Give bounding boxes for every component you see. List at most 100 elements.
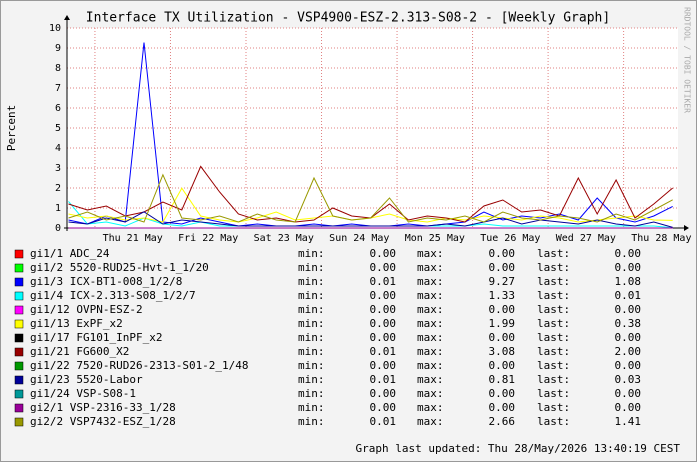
legend-swatch xyxy=(14,319,24,329)
stat-label: min: xyxy=(298,387,325,400)
stat-label: min: xyxy=(298,261,325,274)
footer: Graph last updated: Thu 28/May/2026 13:4… xyxy=(355,442,680,455)
legend-label: gi1/17 FG101_InPF_x2 xyxy=(30,331,162,344)
stat-value: 1.08 xyxy=(615,275,642,288)
stat-label: max: xyxy=(417,401,444,414)
stat-value: 0.00 xyxy=(370,289,397,302)
legend-swatch xyxy=(14,361,24,371)
stat-value: 0.00 xyxy=(615,359,642,372)
axis-arrow xyxy=(64,15,70,20)
chart-title: Interface TX Utilization - VSP4900-ESZ-2… xyxy=(86,11,610,26)
y-tick-label: 8 xyxy=(55,63,61,74)
stat-label: last: xyxy=(537,401,570,414)
legend-label: gi1/22 7520-RUD26-2313-S01-2_1/48 xyxy=(30,359,249,372)
legend-label: gi1/12 OVPN-ESZ-2 xyxy=(30,303,143,316)
legend-swatch xyxy=(14,305,24,315)
legend-label: gi1/23 5520-Labor xyxy=(30,373,143,386)
y-tick-label: 4 xyxy=(55,143,61,154)
stat-label: min: xyxy=(298,331,325,344)
stat-label: max: xyxy=(417,275,444,288)
stat-label: min: xyxy=(298,415,325,428)
legend-swatch xyxy=(14,347,24,357)
x-tick-label: Tue 26 May xyxy=(480,233,540,244)
stat-label: last: xyxy=(537,373,570,386)
stat-label: last: xyxy=(537,261,570,274)
stat-label: last: xyxy=(537,387,570,400)
stat-label: max: xyxy=(417,303,444,316)
plot-area xyxy=(67,28,678,228)
stat-label: max: xyxy=(417,331,444,344)
stat-value: 1.99 xyxy=(489,317,516,330)
x-tick-label: Mon 25 May xyxy=(405,233,465,244)
x-tick-label: Sun 24 May xyxy=(329,233,389,244)
stat-label: last: xyxy=(537,303,570,316)
stat-value: 0.01 xyxy=(370,373,397,386)
stat-label: max: xyxy=(417,289,444,302)
stat-value: 0.00 xyxy=(370,317,397,330)
y-tick-label: 7 xyxy=(55,83,61,94)
stat-value: 0.00 xyxy=(370,387,397,400)
stat-value: 0.00 xyxy=(489,303,516,316)
stat-value: 0.00 xyxy=(615,247,642,260)
stat-value: 0.00 xyxy=(370,247,397,260)
legend-label: gi2/2 VSP7432-ESZ_1/28 xyxy=(30,415,176,428)
stat-label: last: xyxy=(537,275,570,288)
legend-label: gi1/21 FG600_X2 xyxy=(30,345,129,358)
y-tick-label: 3 xyxy=(55,163,61,174)
y-tick-label: 0 xyxy=(55,223,61,234)
stat-value: 0.00 xyxy=(489,359,516,372)
stat-value: 0.00 xyxy=(370,401,397,414)
stat-value: 0.00 xyxy=(370,359,397,372)
stat-label: min: xyxy=(298,275,325,288)
stat-value: 0.01 xyxy=(370,415,397,428)
stat-label: last: xyxy=(537,331,570,344)
stat-label: min: xyxy=(298,303,325,316)
stat-label: last: xyxy=(537,415,570,428)
legend-label: gi1/24 VSP-S08-1 xyxy=(30,387,136,400)
x-tick-label: Wed 27 May xyxy=(556,233,616,244)
legend-swatch xyxy=(14,333,24,343)
stat-label: min: xyxy=(298,373,325,386)
stat-value: 0.01 xyxy=(370,275,397,288)
y-axis-label: Percent xyxy=(5,105,18,151)
stat-value: 0.00 xyxy=(370,331,397,344)
y-tick-label: 1 xyxy=(55,203,61,214)
y-tick-label: 6 xyxy=(55,103,61,114)
stat-label: min: xyxy=(298,247,325,260)
stat-value: 0.00 xyxy=(489,387,516,400)
stat-value: 2.00 xyxy=(615,345,642,358)
legend-label: gi1/3 ICX-BT1-008_1/2/8 xyxy=(30,275,182,288)
x-tick-label: Sat 23 May xyxy=(254,233,314,244)
legend-label: gi1/13 ExPF_x2 xyxy=(30,317,123,330)
legend-label: gi2/1 VSP-2316-33_1/28 xyxy=(30,401,176,414)
watermark: RRDTOOL / TOBI OETIKER xyxy=(683,7,692,113)
y-tick-label: 9 xyxy=(55,43,61,54)
stat-label: min: xyxy=(298,359,325,372)
stat-label: last: xyxy=(537,289,570,302)
stat-label: last: xyxy=(537,345,570,358)
stat-label: max: xyxy=(417,247,444,260)
x-tick-label: Thu 28 May xyxy=(631,233,691,244)
stat-label: min: xyxy=(298,401,325,414)
stat-value: 0.00 xyxy=(615,401,642,414)
stat-value: 9.27 xyxy=(489,275,516,288)
y-tick-label: 2 xyxy=(55,183,61,194)
stat-value: 2.66 xyxy=(489,415,516,428)
stat-label: max: xyxy=(417,387,444,400)
stat-value: 0.38 xyxy=(615,317,642,330)
stat-value: 3.08 xyxy=(489,345,516,358)
x-tick-label: Thu 21 May xyxy=(103,233,163,244)
axis-arrow xyxy=(684,225,689,231)
y-tick-label: 10 xyxy=(49,23,61,34)
y-tick-label: 5 xyxy=(55,123,61,134)
stat-value: 0.03 xyxy=(615,373,642,386)
stat-label: max: xyxy=(417,317,444,330)
stat-value: 1.41 xyxy=(615,415,642,428)
stat-label: last: xyxy=(537,317,570,330)
stat-label: min: xyxy=(298,345,325,358)
stat-label: min: xyxy=(298,289,325,302)
stat-value: 0.00 xyxy=(615,387,642,400)
stat-value: 0.00 xyxy=(370,261,397,274)
